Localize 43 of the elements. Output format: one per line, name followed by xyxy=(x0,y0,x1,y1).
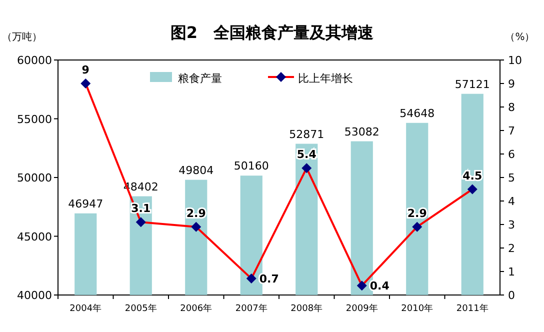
data-label: 57121 xyxy=(454,78,490,91)
y2-tick-label: 2 xyxy=(508,242,515,255)
y2-tick-label: 6 xyxy=(508,148,515,161)
data-label: 54648 xyxy=(400,106,435,120)
y2-axis-title: （%） xyxy=(505,32,535,43)
x-tick-label: 2011年 xyxy=(456,303,488,314)
legend-label: 粮食产量 xyxy=(178,72,222,85)
x-tick-label: 2007年 xyxy=(235,303,268,314)
data-label: 2.9 xyxy=(407,206,427,220)
x-tick-label: 2006年 xyxy=(180,303,212,314)
x-tick-label: 2010年 xyxy=(401,303,434,314)
data-label: 50160 xyxy=(234,160,269,173)
y-tick-label: 50000 xyxy=(17,172,52,184)
y-tick-label: 55000 xyxy=(17,112,52,126)
y-tick-label: 60000 xyxy=(17,54,52,67)
y-axis-title: （万吨） xyxy=(2,31,42,43)
y2-tick-label: 7 xyxy=(508,124,515,138)
y2-tick-label: 10 xyxy=(508,54,522,67)
y2-tick-label: 9 xyxy=(508,78,515,90)
data-label: 0.4 xyxy=(370,280,390,293)
data-label: 5.4 xyxy=(296,148,317,162)
data-label: 49804 xyxy=(178,164,214,177)
x-tick-label: 2004年 xyxy=(70,303,102,314)
y-tick-label: 40000 xyxy=(17,289,52,302)
legend-label: 比上年增长 xyxy=(298,72,353,85)
data-label: 2.9 xyxy=(186,206,206,220)
x-tick-label: 2008年 xyxy=(290,303,323,314)
y-tick-label: 45000 xyxy=(17,230,52,244)
data-label: 53082 xyxy=(344,125,380,138)
y2-tick-label: 1 xyxy=(508,266,515,278)
y2-tick-label: 0 xyxy=(508,289,515,302)
data-label: 4.5 xyxy=(462,169,482,182)
y2-tick-label: 5 xyxy=(508,172,515,184)
y2-tick-label: 8 xyxy=(508,101,515,114)
y2-tick-label: 4 xyxy=(508,195,515,208)
y2-tick-label: 3 xyxy=(508,218,515,232)
x-tick-label: 2009年 xyxy=(346,303,378,314)
data-label: 46947 xyxy=(68,197,104,210)
chart-title: 图2 全国粮食产量及其增速 xyxy=(170,23,375,42)
data-label: 52871 xyxy=(289,128,324,141)
x-tick-label: 2005年 xyxy=(124,303,157,314)
data-label: 9 xyxy=(82,64,90,76)
data-label: 0.7 xyxy=(259,272,279,286)
